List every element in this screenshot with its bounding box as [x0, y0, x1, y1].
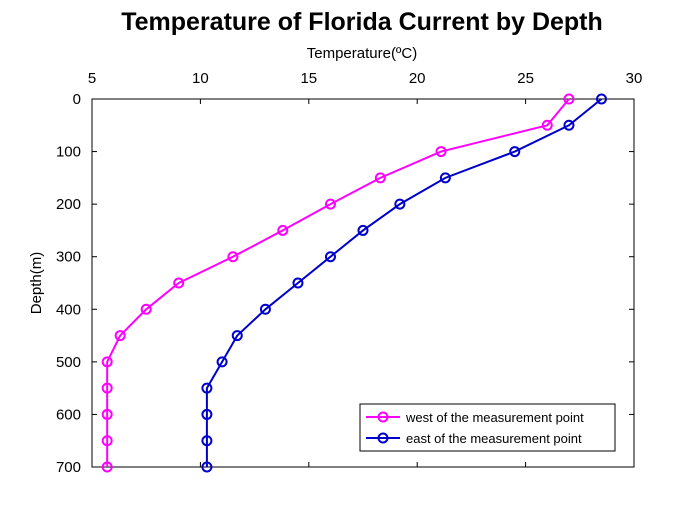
chart-title: Temperature of Florida Current by Depth [121, 8, 603, 36]
data-point [394, 198, 406, 210]
data-point [201, 435, 213, 447]
data-point [595, 93, 607, 105]
series-1 [201, 93, 607, 473]
y-tick-label: 200 [56, 196, 81, 213]
legend-swatch-marker [377, 432, 389, 444]
data-point [231, 330, 243, 342]
data-point [259, 303, 271, 315]
data-point [357, 224, 369, 236]
legend-item: west of the measurement point [366, 410, 584, 425]
series-line [106, 98, 570, 467]
x-tick-label: 10 [192, 70, 209, 87]
plot-area-border [91, 98, 635, 468]
y-tick-label: 300 [56, 249, 81, 266]
y-axis-label: Depth(m) [28, 252, 45, 315]
data-point [509, 146, 521, 158]
legend-box [359, 403, 616, 452]
data-point [101, 356, 113, 368]
series-0 [101, 93, 575, 473]
data-point [101, 435, 113, 447]
y-tick-label: 100 [56, 144, 81, 161]
data-point [114, 330, 126, 342]
y-tick-label: 700 [56, 459, 81, 476]
x-axis-ticks: 5 10 15 20 25 30 [88, 70, 643, 467]
data-point [201, 382, 213, 394]
data-point [374, 172, 386, 184]
y-tick-label: 400 [56, 301, 81, 318]
data-point [101, 461, 113, 473]
x-tick-label: 5 [88, 70, 96, 87]
data-point [227, 251, 239, 263]
data-point [563, 119, 575, 131]
data-point [324, 251, 336, 263]
data-point [324, 198, 336, 210]
data-point [439, 172, 451, 184]
legend-label: west of the measurement point [405, 410, 584, 425]
x-tick-label: 30 [626, 70, 643, 87]
x-tick-label: 25 [517, 70, 534, 87]
series-line [205, 98, 603, 467]
data-point [292, 277, 304, 289]
y-tick-label: 600 [56, 406, 81, 423]
data-point [541, 119, 553, 131]
data-point [563, 93, 575, 105]
legend-label: east of the measurement point [406, 431, 582, 446]
x-axis-label: Temperature(ºC) [307, 45, 418, 62]
y-tick-label: 0 [73, 91, 81, 108]
data-point [173, 277, 185, 289]
data-point [101, 382, 113, 394]
plot-frame [91, 98, 635, 468]
legend-swatch-marker [377, 411, 389, 423]
x-tick-label: 15 [300, 70, 317, 87]
data-point [101, 408, 113, 420]
x-tick-label: 20 [409, 70, 426, 87]
legend: west of the measurement point east of the… [359, 403, 616, 452]
data-point [140, 303, 152, 315]
legend-item: east of the measurement point [366, 431, 582, 446]
data-point [277, 224, 289, 236]
data-point [216, 356, 228, 368]
data-point [201, 408, 213, 420]
series-layer [101, 93, 607, 473]
y-axis-ticks: 0 100 200 300 400 500 600 700 [56, 91, 634, 476]
data-point [435, 146, 447, 158]
y-tick-label: 500 [56, 354, 81, 371]
data-point [201, 461, 213, 473]
